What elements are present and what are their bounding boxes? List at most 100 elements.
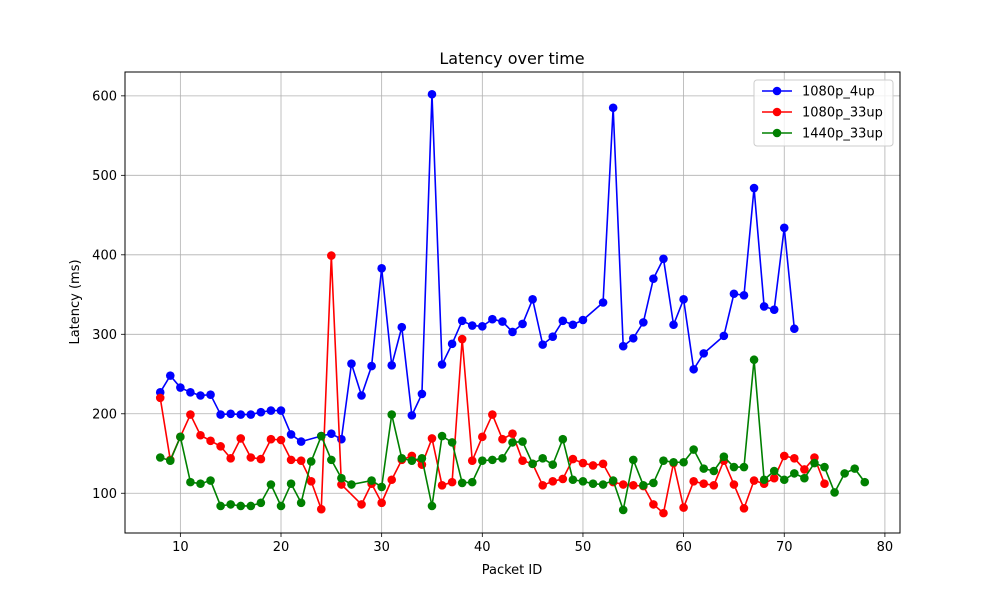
data-point [377,498,386,508]
y-axis-label: Latency (ms) [68,259,83,344]
data-point [478,456,487,465]
data-point [306,457,316,466]
data-point [176,383,185,392]
data-point [749,476,759,485]
data-point [528,295,537,304]
data-point [578,458,588,468]
data-point [165,371,175,380]
y-tick-label: 300 [92,328,117,343]
data-point [779,451,789,461]
data-point [276,501,286,511]
data-point [306,477,316,486]
data-point [659,508,668,518]
data-point [729,462,739,472]
data-point [508,327,517,337]
data-point [377,264,386,273]
data-point [779,475,789,485]
x-axis-ticks: 10 20 30 40 50 60 70 80 [172,533,893,555]
data-point [558,316,568,326]
data-point [478,432,487,442]
data-point [699,479,709,489]
data-point [689,477,698,486]
data-point [528,459,537,469]
x-tick-label: 80 [877,540,894,555]
data-point [508,438,517,447]
data-point [457,478,467,488]
data-point [337,434,346,444]
data-point [820,462,829,472]
data-point [739,462,749,472]
data-point [568,475,578,485]
data-point [649,478,658,488]
x-tick-label: 30 [373,540,390,555]
data-point [588,461,598,470]
legend: 1080p_4up 1080p_33up 1440p_33up [753,79,894,147]
data-point [447,438,457,447]
legend-marker [772,107,782,117]
data-point [427,89,437,99]
data-point [447,339,457,349]
data-point [649,274,658,283]
data-point [538,340,547,349]
data-point [206,476,215,485]
legend-frame [753,79,894,147]
data-point [568,454,578,464]
data-point [830,488,839,497]
data-point [729,289,739,299]
data-point [286,430,296,439]
data-point [246,501,256,511]
data-point [578,315,588,325]
data-point [296,498,306,508]
data-point [488,410,497,419]
data-point [196,391,205,400]
data-point [437,431,447,441]
data-point [689,364,698,374]
data-point [659,254,668,264]
data-point [548,460,558,469]
data-point [316,431,326,441]
data-point [689,445,698,454]
data-point [357,391,366,400]
data-point [165,456,175,465]
y-tick-label: 400 [92,248,117,263]
data-point [840,469,849,478]
chart-title: Latency over time [439,49,584,68]
data-point [790,324,799,334]
data-point [759,475,769,485]
data-point [699,464,709,473]
data-point [417,453,427,463]
data-point [649,500,658,509]
data-point [719,452,729,462]
legend-marker [772,128,782,138]
data-point [457,316,467,326]
legend-label: 1080p_4up [802,85,875,100]
data-point [256,407,266,417]
data-point [407,411,417,420]
data-point [226,453,235,463]
y-axis-ticks: 100 200 300 400 500 600 [92,89,125,502]
y-tick-label: 500 [92,169,117,184]
x-tick-label: 10 [172,540,189,555]
x-tick-label: 70 [776,540,793,555]
data-point [618,480,628,489]
data-point [196,479,205,489]
data-point [337,480,346,489]
data-point [427,434,437,443]
data-point [186,410,195,419]
series-line [159,358,866,511]
data-point [437,360,447,369]
data-point [558,434,568,444]
data-point [749,183,759,193]
data-point [488,314,497,324]
data-point [669,320,678,330]
data-point [810,458,819,468]
x-tick-label: 20 [273,540,290,555]
data-point [266,480,276,489]
data-point [347,359,356,369]
y-tick-label: 200 [92,407,117,422]
data-point [860,477,870,487]
data-point [266,434,276,444]
data-point [236,501,246,511]
data-point [367,476,376,485]
